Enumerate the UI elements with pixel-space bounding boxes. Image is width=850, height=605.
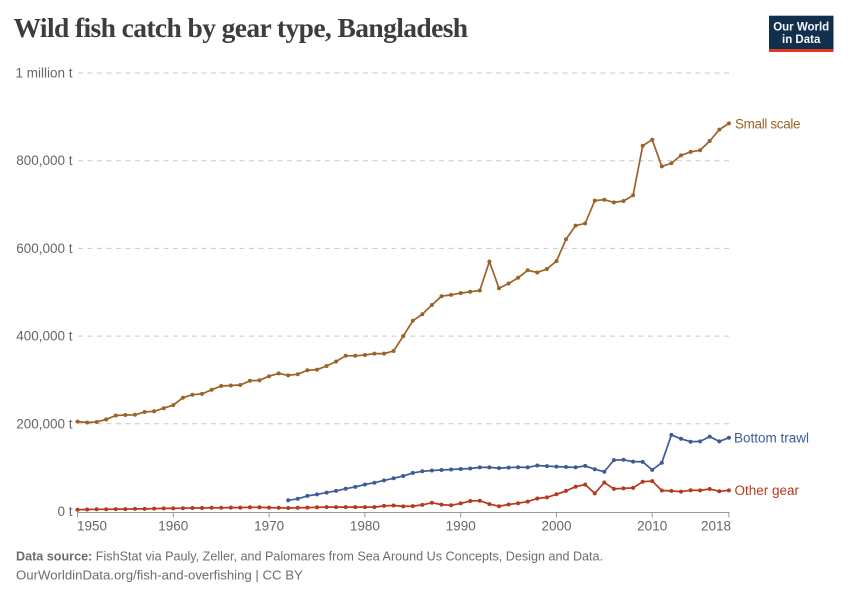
svg-text:1950: 1950	[77, 519, 107, 534]
svg-text:800,000 t: 800,000 t	[16, 153, 73, 168]
svg-text:1960: 1960	[158, 519, 188, 534]
svg-text:Other gear: Other gear	[735, 483, 800, 498]
svg-text:600,000 t: 600,000 t	[16, 241, 73, 256]
svg-text:200,000 t: 200,000 t	[16, 416, 73, 431]
svg-text:Wild fish catch by gear type,: Wild fish catch by gear type, Bangladesh	[14, 12, 468, 43]
svg-text:1990: 1990	[446, 519, 476, 534]
svg-text:in Data: in Data	[782, 34, 821, 46]
svg-text:Small scale: Small scale	[735, 117, 800, 132]
svg-text:1970: 1970	[254, 519, 284, 534]
svg-text:Data source: FishStat via Paul: Data source: FishStat via Pauly, Zeller,…	[16, 550, 603, 564]
svg-text:2010: 2010	[637, 519, 667, 534]
svg-text:0 t: 0 t	[57, 504, 72, 519]
svg-text:Our World: Our World	[773, 22, 829, 34]
svg-text:1 million t: 1 million t	[15, 66, 72, 81]
svg-text:Bottom trawl: Bottom trawl	[734, 431, 809, 446]
svg-text:2000: 2000	[541, 519, 571, 534]
svg-text:1980: 1980	[350, 519, 380, 534]
svg-text:400,000 t: 400,000 t	[16, 329, 73, 344]
svg-text:OurWorldinData.org/fish-and-ov: OurWorldinData.org/fish-and-overfishing …	[16, 568, 303, 583]
svg-text:2018: 2018	[701, 519, 731, 534]
